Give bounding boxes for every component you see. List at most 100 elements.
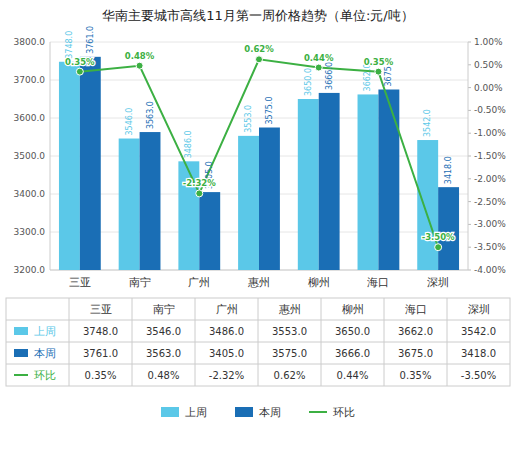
- table-cell: 3418.0: [461, 348, 496, 359]
- table-header: 南宁: [153, 303, 175, 316]
- legend-item: 本周: [235, 406, 281, 419]
- x-tick-label: 海口: [367, 276, 389, 289]
- y2-tick-label: -2.00%: [474, 174, 506, 184]
- bar-label: 3542.0: [423, 109, 432, 137]
- bar: [417, 140, 438, 270]
- y2-tick-label: -1.00%: [474, 128, 506, 138]
- table-rule: [321, 298, 322, 386]
- table-header: 柳州: [342, 303, 364, 316]
- line-label: -2.32%: [183, 178, 216, 188]
- line-marker: [435, 244, 442, 251]
- table-cell: 0.48%: [148, 370, 180, 381]
- y2-tick-label: -3.00%: [474, 219, 506, 229]
- table-cell: 3486.0: [209, 326, 244, 337]
- bar: [358, 94, 379, 270]
- title: 华南主要城市高线11月第一周价格趋势（单位:元/吨）: [102, 8, 413, 23]
- table-cell: 3553.0: [272, 326, 307, 337]
- table-row-label: 环比: [34, 369, 56, 382]
- table-cell: 0.44%: [337, 370, 369, 381]
- table-rule: [195, 298, 196, 386]
- grid-line: [50, 118, 468, 119]
- legend-icon: [235, 407, 253, 417]
- bar: [378, 90, 399, 271]
- table-cell: 0.35%: [85, 370, 117, 381]
- bar: [119, 139, 140, 270]
- x-tick-label: 深圳: [427, 276, 449, 289]
- table-rule: [69, 298, 70, 386]
- bar: [259, 128, 280, 271]
- y2-tick-label: -3.50%: [474, 242, 506, 252]
- legend-icon: [309, 411, 327, 413]
- table: 三亚南宁广州惠州柳州海口深圳上周3748.03546.03486.03553.0…: [6, 298, 510, 386]
- table-cell: 3650.0: [335, 326, 370, 337]
- bar-label: 3418.0: [444, 156, 453, 184]
- y-tick-label: 3400.0: [14, 189, 46, 199]
- legend-item: 环比: [309, 406, 355, 419]
- chart: 华南主要城市高线11月第一周价格趋势（单位:元/吨） 3200.0 3300.0 34…: [0, 0, 516, 459]
- legend-icon: [161, 407, 179, 417]
- table-rule: [258, 298, 259, 386]
- y2-tick-label: -4.00%: [474, 265, 506, 275]
- grid: [50, 42, 468, 270]
- table-cell: 0.62%: [274, 370, 306, 381]
- bar: [438, 187, 459, 270]
- table-cell: 3405.0: [209, 348, 244, 359]
- legend-label: 环比: [333, 406, 355, 419]
- x-tick-label: 惠州: [247, 276, 270, 289]
- bar: [238, 136, 259, 270]
- table-icon: [14, 327, 28, 335]
- table-cell: 0.35%: [400, 370, 432, 381]
- table-header: 三亚: [90, 303, 112, 316]
- y2-tick-label: 0.00%: [474, 83, 503, 93]
- table-icon: [14, 349, 28, 357]
- line-marker: [76, 68, 83, 75]
- y-tick-label: 3300.0: [14, 227, 46, 237]
- line-marker: [375, 68, 382, 75]
- bar: [199, 192, 220, 270]
- table-cell: 3662.0: [398, 326, 433, 337]
- bar-label: 3666.0: [325, 62, 334, 90]
- line-marker: [196, 190, 203, 197]
- table-cell: 3748.0: [83, 326, 118, 337]
- table-header: 深圳: [468, 303, 490, 316]
- y-tick-label: 3600.0: [14, 113, 46, 123]
- bar-label: 3662.0: [363, 63, 372, 91]
- y2-tick-label: 0.50%: [474, 60, 503, 70]
- y2-tick-label: -0.50%: [474, 105, 506, 115]
- bar: [319, 93, 340, 270]
- table-cell: 3542.0: [461, 326, 496, 337]
- bar-label: 3575.0: [265, 97, 274, 125]
- legend-item: 上周: [161, 406, 207, 419]
- line-label: 0.62%: [244, 44, 274, 54]
- bar: [80, 57, 101, 270]
- legend-label: 上周: [185, 406, 207, 419]
- bar: [140, 132, 161, 270]
- legend-label: 本周: [259, 406, 281, 419]
- bar-label: 3761.0: [86, 26, 95, 54]
- y-tick-label: 3700.0: [14, 75, 46, 85]
- table-cell: 3666.0: [335, 348, 370, 359]
- line: [80, 59, 438, 247]
- marks: [59, 56, 459, 270]
- table-cell: -3.50%: [461, 370, 496, 381]
- line-label: -3.50%: [422, 232, 455, 242]
- line-label: 0.35%: [364, 57, 394, 67]
- y-tick-label: 3200.0: [14, 265, 46, 275]
- x-tick-label: 南宁: [129, 276, 151, 289]
- line-label: 0.48%: [125, 51, 155, 61]
- data-labels: 3748.03546.03486.03553.03650.03662.03542…: [65, 26, 455, 242]
- table-header: 海口: [405, 303, 427, 316]
- x-tick-label: 柳州: [308, 276, 330, 289]
- line-marker: [315, 64, 322, 71]
- legend: 上周 本周 环比: [161, 406, 355, 419]
- grid-line: [50, 80, 468, 81]
- table-cell: 3675.0: [398, 348, 433, 359]
- table-cell: 3575.0: [272, 348, 307, 359]
- bar-label: 3553.0: [244, 105, 253, 133]
- line-marker: [136, 62, 143, 69]
- table-row-label: 上周: [34, 325, 56, 338]
- y-axis: [50, 42, 51, 270]
- bar: [59, 62, 80, 270]
- x-tick-label: 三亚: [69, 276, 91, 289]
- background: [0, 0, 516, 459]
